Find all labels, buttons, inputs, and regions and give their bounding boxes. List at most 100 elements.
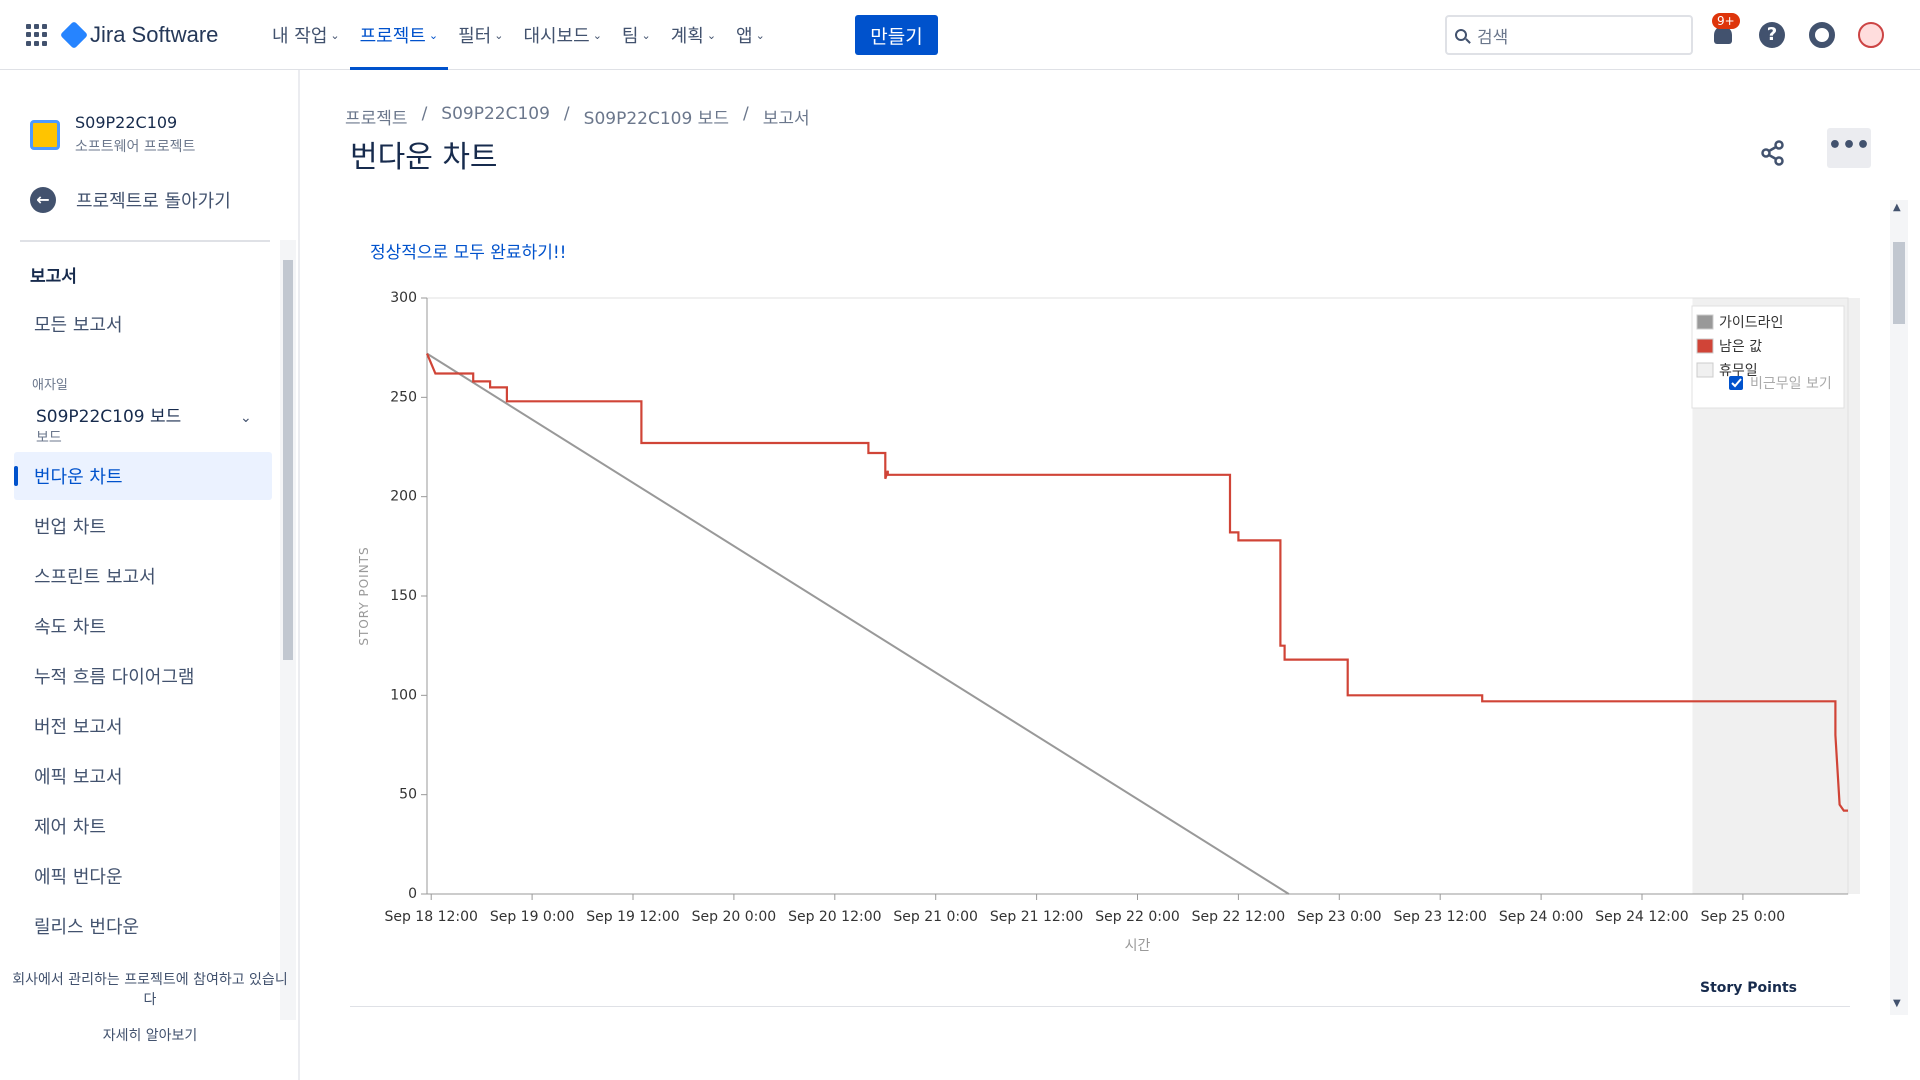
breadcrumb-projects[interactable]: 프로젝트 (345, 109, 408, 129)
y-tick-label: 100 (390, 687, 417, 703)
breadcrumb: 프로젝트 / S09P22C109 / S09P22C109 보드 / 보고서 (345, 104, 810, 129)
chevron-down-icon[interactable]: ⌄ (240, 410, 252, 426)
nav-apps[interactable]: 앱 ⌄ (736, 26, 765, 47)
sidebar-item-release-burndown[interactable]: 릴리스 번다운 (34, 917, 140, 938)
share-icon[interactable] (1760, 140, 1786, 172)
breadcrumb-reports[interactable]: 보고서 (762, 109, 810, 129)
scroll-thumb[interactable] (1893, 242, 1905, 324)
back-label: 프로젝트로 돌아가기 (76, 191, 231, 212)
legend-swatch (1696, 362, 1714, 378)
x-tick-label: Sep 19 12:00 (586, 909, 679, 925)
project-icon (30, 120, 60, 150)
notification-badge: 9+ (1712, 13, 1740, 29)
x-tick-label: Sep 18 12:00 (384, 909, 477, 925)
sprint-goal: 정상적으로 모두 완료하기!! (370, 243, 567, 263)
breadcrumb-separator: / (421, 104, 428, 124)
y-tick-label: 300 (390, 290, 417, 306)
create-button[interactable]: 만들기 (855, 15, 938, 55)
sidebar-item-velocity[interactable]: 속도 차트 (34, 617, 106, 638)
nav-plans[interactable]: 계획 ⌄ (670, 26, 717, 47)
search-input[interactable]: 검색 (1445, 15, 1693, 55)
plot-area (426, 297, 1849, 895)
sidebar-item-epic-burndown[interactable]: 에픽 번다운 (34, 867, 123, 888)
app-switcher-icon[interactable] (26, 24, 48, 46)
breadcrumb-board[interactable]: S09P22C109 보드 (583, 109, 729, 129)
sidebar-item-epic-report[interactable]: 에픽 보고서 (34, 767, 123, 788)
legend-swatch (1696, 314, 1714, 330)
nav-filters[interactable]: 필터 ⌄ (458, 26, 504, 47)
chevron-down-icon: ⌄ (330, 28, 340, 42)
chevron-down-icon: ⌄ (706, 28, 717, 42)
nav-dashboards[interactable]: 대시보드 ⌄ (523, 26, 602, 47)
scroll-down-icon[interactable]: ▼ (1893, 998, 1901, 1009)
reports-heading: 보고서 (30, 267, 77, 287)
remaining-values-series (425, 353, 1848, 812)
nav-projects[interactable]: 프로젝트 ⌄ (350, 0, 448, 70)
x-tick-label: Sep 20 0:00 (692, 909, 777, 925)
y-axis-label: STORY POINTS (357, 546, 371, 645)
x-tick-label: Sep 23 0:00 (1297, 909, 1382, 925)
y-tick-label: 50 (399, 787, 417, 803)
chevron-down-icon: ⌄ (592, 28, 602, 42)
chevron-down-icon: ⌄ (641, 28, 651, 42)
divider (350, 1006, 1850, 1007)
scroll-thumb[interactable] (283, 260, 293, 660)
sidebar-item-sprint-report[interactable]: 스프린트 보고서 (34, 567, 156, 588)
agile-section-label: 애자일 (32, 378, 68, 393)
legend-label: 가이드라인 (1719, 315, 1783, 331)
sidebar-item-burnup[interactable]: 번업 차트 (34, 517, 106, 538)
scroll-up-icon[interactable]: ▲ (1893, 202, 1901, 213)
chevron-down-icon: ⌄ (755, 28, 765, 42)
x-tick-label: Sep 25 0:00 (1701, 909, 1786, 925)
x-tick-label: Sep 24 12:00 (1595, 909, 1688, 925)
non-working-days-checkbox[interactable] (1729, 376, 1743, 390)
sidebar: S09P22C109 소프트웨어 프로젝트 ← 프로젝트로 돌아가기 보고서 모… (0, 70, 300, 1080)
search-icon (1455, 29, 1467, 41)
back-to-project-link[interactable]: ← 프로젝트로 돌아가기 (30, 187, 231, 213)
x-tick-label: Sep 20 12:00 (788, 909, 881, 925)
app-name: Jira Software (90, 22, 219, 47)
breadcrumb-project[interactable]: S09P22C109 (441, 104, 550, 124)
chevron-down-icon: ⌄ (494, 28, 504, 42)
board-subtitle: 보드 (36, 430, 62, 446)
x-tick-label: Sep 23 12:00 (1393, 909, 1486, 925)
sidebar-item-version-report[interactable]: 버전 보고서 (34, 717, 123, 738)
legend (1691, 305, 1845, 409)
x-tick-label: Sep 22 0:00 (1095, 909, 1180, 925)
legend-label: 남은 값 (1719, 339, 1762, 355)
y-tick-label: 250 (390, 389, 417, 405)
legend-swatch (1696, 338, 1714, 354)
jira-logo-icon (59, 20, 89, 50)
avatar[interactable] (1858, 22, 1884, 48)
y-tick-label: 0 (408, 886, 417, 902)
nav-teams[interactable]: 팀 ⌄ (621, 26, 651, 47)
chevron-down-icon: ⌄ (428, 28, 439, 42)
settings-gear-icon[interactable] (1809, 22, 1835, 48)
nav-menu: 내 작업 ⌄ 프로젝트 ⌄ 필터 ⌄ 대시보드 ⌄ 팀 ⌄ 계획 ⌄ 앱 ⌄ (262, 0, 775, 70)
divider (20, 240, 270, 242)
sidebar-scrollbar[interactable] (280, 240, 296, 1020)
guideline-series (426, 352, 1290, 895)
board-selector[interactable]: S09P22C109 보드 (36, 407, 182, 427)
main-scrollbar[interactable] (1890, 200, 1908, 1015)
check-icon (1731, 378, 1742, 388)
sidebar-item-burndown[interactable]: 번다운 차트 (14, 452, 272, 500)
notifications-icon[interactable] (1710, 22, 1736, 48)
nav-my-work[interactable]: 내 작업 ⌄ (272, 26, 340, 47)
project-name[interactable]: S09P22C109 (75, 113, 178, 132)
y-tick-label: 150 (390, 588, 417, 604)
legend-label: 휴무일 (1719, 363, 1758, 379)
x-tick-label: Sep 19 0:00 (490, 909, 575, 925)
more-actions-button[interactable]: ••• (1827, 128, 1871, 168)
checkbox-label: 비근무일 보기 (1750, 376, 1832, 392)
x-tick-label: Sep 21 12:00 (990, 909, 1083, 925)
jira-logo[interactable]: Jira Software (59, 20, 219, 50)
project-type: 소프트웨어 프로젝트 (75, 139, 196, 155)
sidebar-item-cumulative-flow[interactable]: 누적 흐름 다이어그램 (34, 667, 195, 688)
help-icon[interactable]: ? (1759, 22, 1785, 48)
sidebar-item-control-chart[interactable]: 제어 차트 (34, 817, 106, 838)
x-tick-label: Sep 24 0:00 (1499, 909, 1584, 925)
sidebar-item-all-reports[interactable]: 모든 보고서 (34, 315, 123, 336)
learn-more-link[interactable]: 자세히 알아보기 (102, 1028, 198, 1044)
search-placeholder: 검색 (1477, 27, 1509, 48)
